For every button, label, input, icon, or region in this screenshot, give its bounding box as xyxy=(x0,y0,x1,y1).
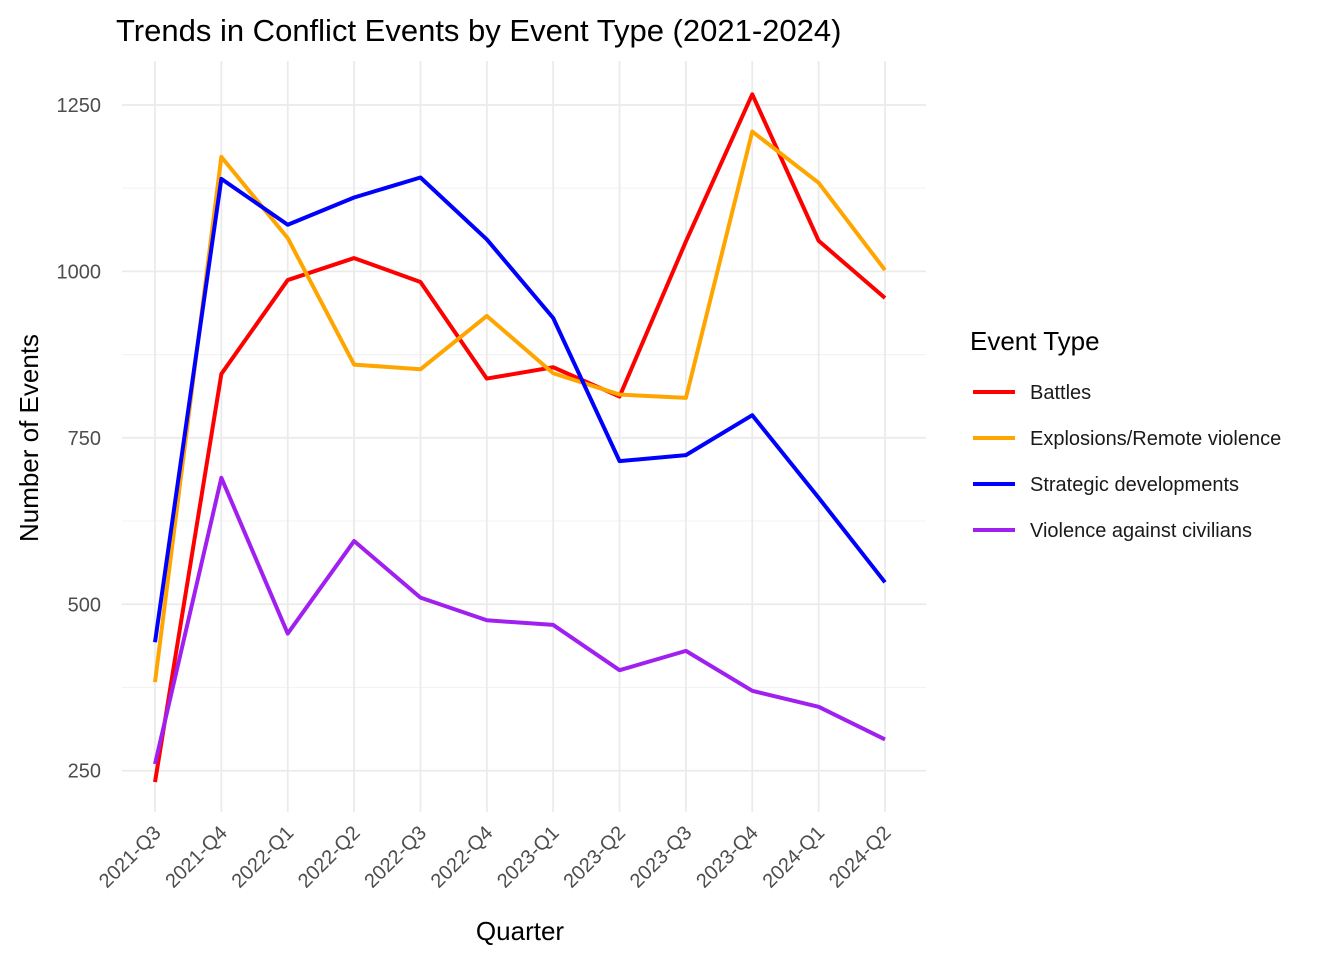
series-line-strategic-developments xyxy=(153,175,887,643)
x-tick-label: 2022-Q2 xyxy=(294,822,365,893)
x-tick-label: 2021-Q3 xyxy=(95,822,166,893)
x-axis: 2021-Q32021-Q42022-Q12022-Q22022-Q32022-… xyxy=(95,822,896,893)
y-axis-title: Number of Events xyxy=(14,334,44,542)
y-tick-label: 1250 xyxy=(57,95,102,117)
x-axis-title: Quarter xyxy=(476,916,564,946)
x-tick-label: 2023-Q2 xyxy=(559,822,630,893)
legend-title: Event Type xyxy=(970,326,1100,356)
legend: Event Type Battles Explosions/Remote viol… xyxy=(970,326,1281,542)
y-axis: 250 500 750 1000 1250 xyxy=(57,95,102,783)
x-tick-label: 2024-Q2 xyxy=(825,822,896,893)
x-tick-label: 2023-Q4 xyxy=(692,822,763,893)
series-line-battles xyxy=(153,92,887,783)
x-tick-label: 2023-Q3 xyxy=(626,822,697,893)
x-tick-label: 2021-Q4 xyxy=(161,822,232,893)
y-tick-label: 500 xyxy=(68,594,101,616)
x-tick-label: 2022-Q4 xyxy=(427,822,498,893)
legend-label: Explosions/Remote violence xyxy=(1030,428,1281,450)
series-line-explosions-remote-violence xyxy=(153,129,887,683)
legend-label: Violence against civilians xyxy=(1030,520,1252,542)
series-lines xyxy=(153,92,887,783)
x-tick-label: 2022-Q3 xyxy=(360,822,431,893)
x-tick-label: 2023-Q1 xyxy=(493,822,564,893)
chart-title: Trends in Conflict Events by Event Type … xyxy=(116,13,841,48)
x-tick-label: 2024-Q1 xyxy=(759,822,830,893)
y-tick-label: 1000 xyxy=(57,261,102,283)
legend-label: Battles xyxy=(1030,382,1091,404)
y-tick-label: 750 xyxy=(68,428,101,450)
series-line-violence-against-civilians xyxy=(153,475,886,765)
legend-label: Strategic developments xyxy=(1030,474,1239,496)
y-tick-label: 250 xyxy=(68,761,101,783)
x-tick-label: 2022-Q1 xyxy=(228,822,299,893)
